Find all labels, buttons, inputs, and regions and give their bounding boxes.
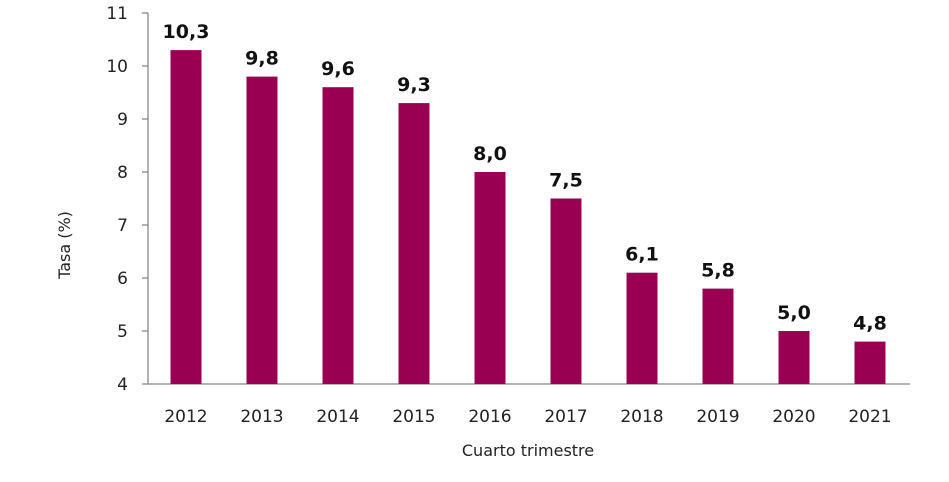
x-axis-label: Cuarto trimestre	[462, 441, 594, 460]
bar-2021	[854, 341, 886, 384]
bar-2018	[626, 272, 658, 384]
bar-2020	[778, 331, 810, 384]
bar-2016	[474, 172, 506, 384]
data-label: 10,3	[163, 21, 210, 43]
data-label: 9,8	[245, 48, 279, 70]
data-label: 7,5	[549, 170, 583, 192]
x-tick-label: 2019	[696, 407, 739, 427]
y-tick-label: 8	[117, 163, 128, 183]
x-tick-label: 2021	[848, 407, 891, 427]
x-tick-label: 2015	[392, 407, 435, 427]
data-label: 9,3	[397, 74, 431, 96]
data-label: 9,6	[321, 58, 355, 80]
x-tick-label: 2014	[316, 407, 359, 427]
data-label: 5,8	[701, 260, 735, 282]
y-axis-label: Tasa (%)	[55, 211, 74, 280]
data-label: 8,0	[473, 143, 507, 165]
y-tick-label: 4	[117, 375, 128, 395]
x-tick-label: 2017	[544, 407, 587, 427]
bar-2015	[398, 103, 430, 384]
y-tick-label: 6	[117, 269, 128, 289]
y-tick-label: 5	[117, 322, 128, 342]
bar-2014	[322, 87, 354, 384]
y-tick-label: 11	[106, 4, 128, 24]
x-tick-label: 2016	[468, 407, 511, 427]
data-label: 4,8	[853, 313, 887, 335]
data-label: 6,1	[625, 244, 659, 266]
bar-2012	[170, 50, 202, 384]
bar-2019	[702, 288, 734, 384]
y-tick-label: 7	[117, 216, 128, 236]
y-tick-label: 10	[106, 57, 128, 77]
y-tick-label: 9	[117, 110, 128, 130]
x-tick-label: 2020	[772, 407, 815, 427]
x-tick-label: 2012	[164, 407, 207, 427]
bar-2017	[550, 198, 582, 384]
x-tick-label: 2013	[240, 407, 283, 427]
x-tick-label: 2018	[620, 407, 663, 427]
data-label: 5,0	[777, 302, 811, 324]
bar-2013	[246, 76, 278, 384]
